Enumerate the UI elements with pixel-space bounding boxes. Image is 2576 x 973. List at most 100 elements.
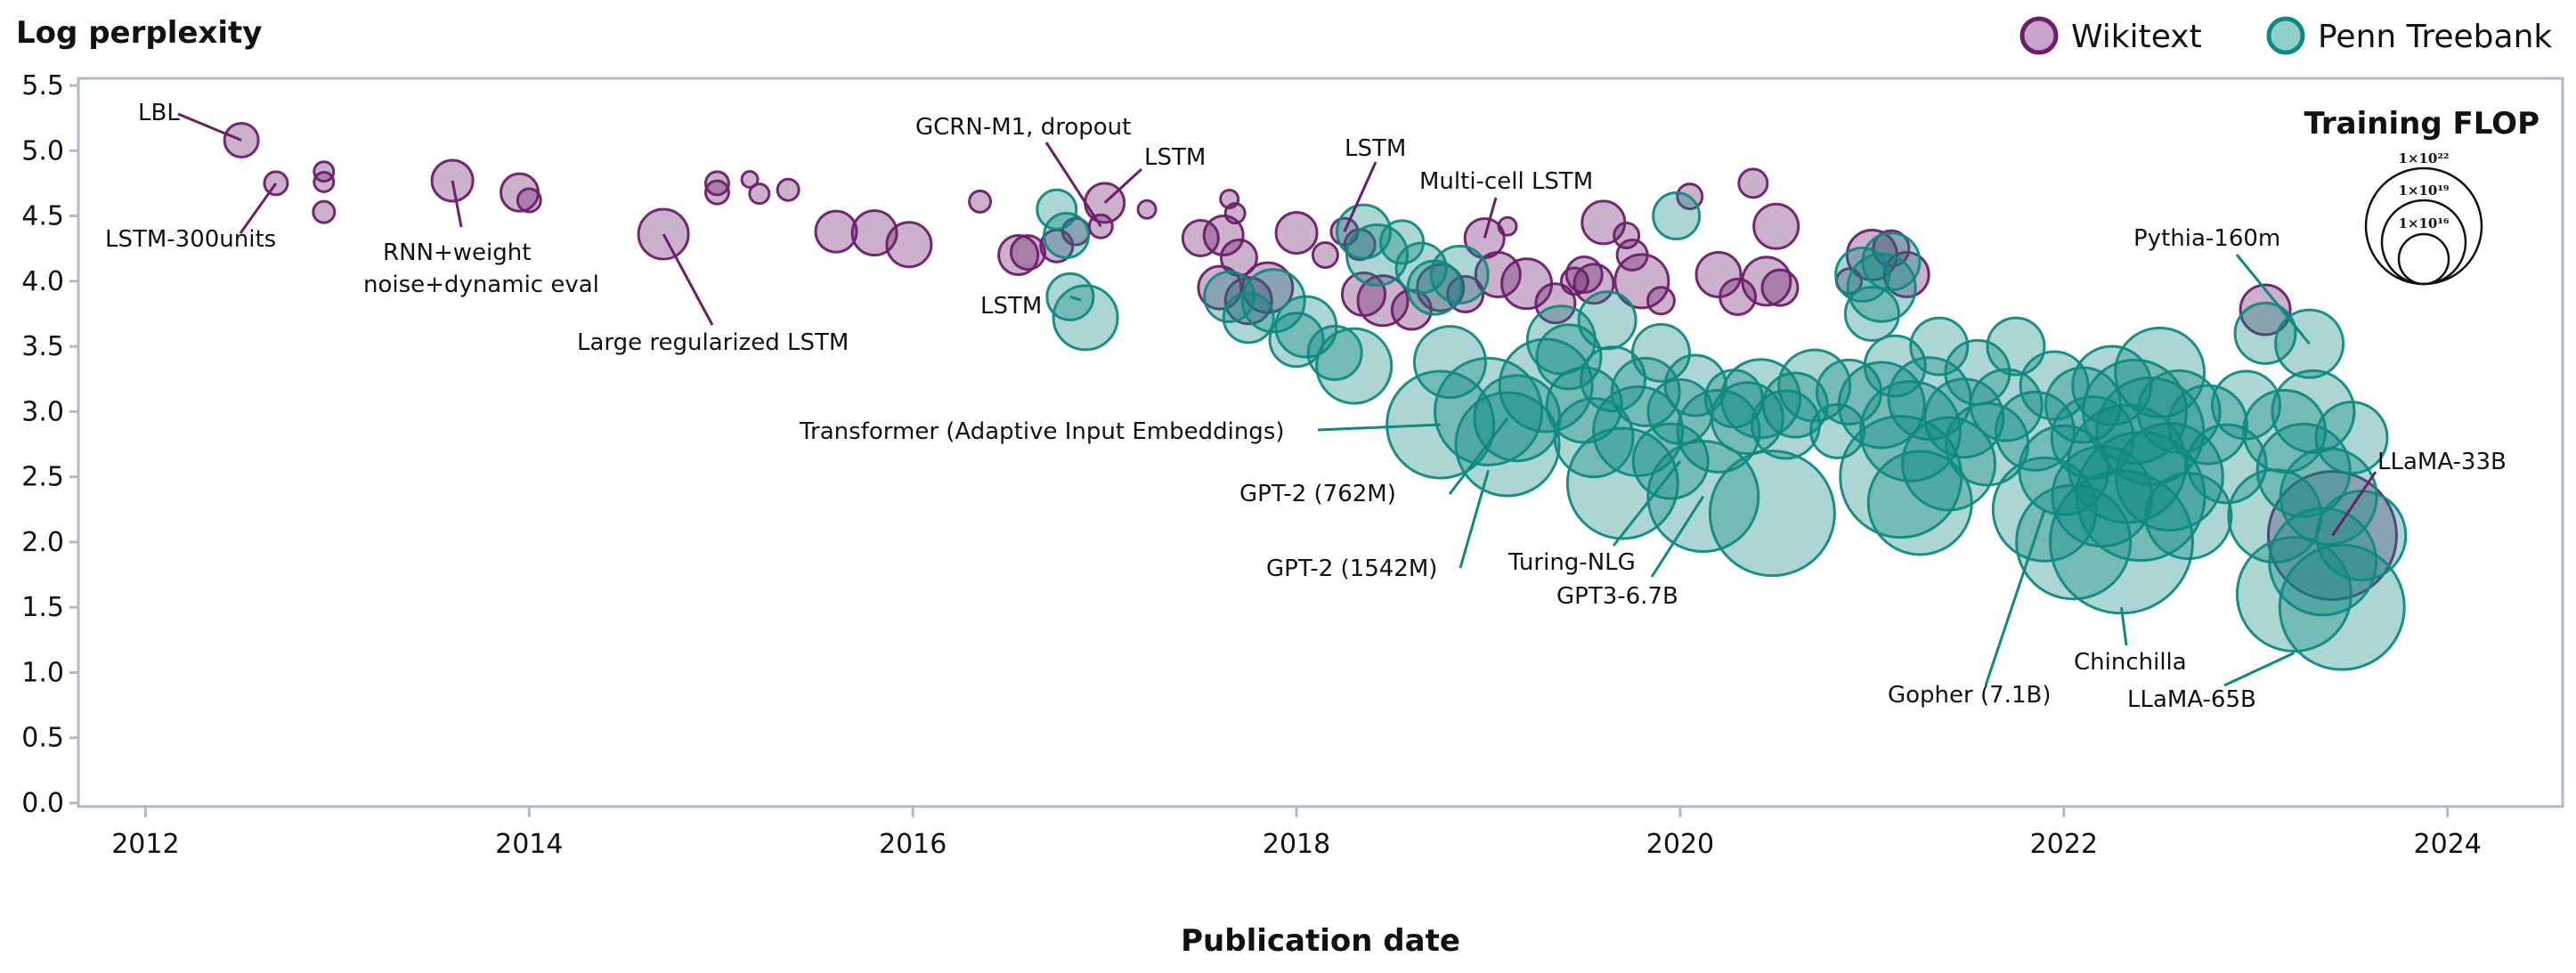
annotation-label: RNN+weight — [383, 239, 531, 266]
data-point — [1630, 322, 1691, 383]
annotation-leader — [1103, 167, 1143, 204]
y-tick-label: 1.0 — [21, 657, 64, 688]
annotation-leader — [662, 233, 714, 326]
data-point — [1434, 356, 1544, 466]
annotation-label: GCRN-M1, dropout — [915, 114, 1131, 141]
data-point — [2271, 369, 2356, 454]
data-point — [1009, 234, 1046, 272]
x-axis-title: Publication date — [1181, 923, 1460, 959]
legend-marker-penn-treebank — [2266, 16, 2305, 55]
data-point — [1708, 450, 1836, 578]
y-tick-label: 4.0 — [21, 266, 64, 297]
data-point — [1652, 191, 1702, 241]
data-point — [1752, 202, 1800, 250]
x-tick-label: 2024 — [2414, 829, 2482, 860]
annotation-leader — [1069, 295, 1082, 302]
data-point — [1882, 250, 1930, 298]
data-point — [1223, 202, 1247, 225]
data-point — [1646, 286, 1676, 316]
plot-frame — [77, 77, 2564, 808]
annotation-label: GPT-2 (1542M) — [1266, 555, 1437, 582]
annotation-label: LLaMA-65B — [2127, 686, 2256, 713]
legend-label-wikitext: Wikitext — [2071, 19, 2202, 55]
annotation-leader — [1044, 142, 1102, 228]
annotation-label: Chinchilla — [2074, 649, 2187, 676]
data-point — [1268, 312, 1325, 369]
data-point — [1760, 268, 1800, 307]
data-point — [1043, 212, 1091, 260]
data-point — [1901, 416, 1997, 512]
x-tick-label: 2018 — [1263, 829, 1330, 860]
y-tick-label: 5.0 — [21, 135, 64, 166]
data-point — [1613, 253, 1670, 310]
data-point — [313, 170, 336, 193]
y-tick-label: 1.5 — [21, 592, 64, 623]
annotation-leader — [1650, 495, 1705, 578]
y-tick-label: 3.0 — [21, 396, 64, 427]
annotation-leader — [451, 180, 463, 228]
annotation-leader — [177, 112, 242, 142]
size-legend-title: Training FLOP — [2304, 106, 2539, 142]
data-point — [1454, 391, 1561, 498]
data-point — [1861, 231, 1922, 292]
data-point — [1535, 323, 1603, 391]
data-point — [703, 179, 730, 206]
annotation-leader — [2331, 471, 2377, 537]
annotation-label: Turing-NLG — [1507, 549, 1636, 576]
size-legend-circle-small — [2397, 232, 2450, 286]
data-point — [1356, 274, 1410, 328]
annotation-leader — [2119, 606, 2128, 646]
data-point — [2082, 358, 2189, 465]
annotation-label: LSTM-300units — [105, 226, 276, 253]
annotation-label: Pythia-160m — [2133, 225, 2280, 252]
size-legend-label: 1×10¹⁶ — [2398, 215, 2449, 231]
y-tick-label: 0.5 — [21, 723, 64, 754]
data-point — [740, 170, 760, 190]
data-point — [997, 234, 1040, 277]
size-legend-label: 1×10²² — [2398, 150, 2449, 166]
data-point — [1416, 263, 1466, 312]
data-point — [1534, 282, 1577, 325]
annotation-label: Large regularized LSTM — [577, 329, 849, 356]
data-point — [2235, 536, 2353, 653]
y-tick-label: 2.0 — [21, 527, 64, 558]
annotation-label: LLaMA-33B — [2377, 449, 2507, 475]
data-point — [814, 209, 858, 254]
data-point — [1572, 263, 1615, 305]
annotation-leader — [239, 182, 278, 234]
annotation-leader — [2223, 652, 2296, 687]
data-point — [1923, 377, 2005, 459]
annotation-leader — [1343, 161, 1377, 232]
annotation-leader — [1612, 460, 1682, 547]
data-point — [1181, 218, 1220, 257]
data-point — [2314, 401, 2389, 475]
data-point — [2278, 543, 2406, 671]
annotation-leader — [1448, 417, 1509, 495]
annotation-label: Transformer (Adaptive Input Embeddings) — [799, 418, 1285, 445]
data-point — [2233, 301, 2297, 365]
annotation-label: LSTM — [1345, 135, 1406, 162]
data-point — [1710, 381, 1784, 456]
data-point — [1036, 188, 1078, 231]
y-tick-label: 5.5 — [21, 70, 64, 101]
data-point — [1219, 238, 1258, 277]
data-point — [1203, 270, 1256, 323]
data-point — [1311, 241, 1339, 270]
data-point — [1843, 285, 1900, 342]
data-point — [1777, 348, 1852, 423]
y-axis: 0.0 0.5 1.0 1.5 2.0 2.5 3.0 3.5 4.0 4.5 5.0 5.5 — [21, 70, 78, 819]
x-tick-label: 2014 — [495, 829, 563, 860]
data-point — [1345, 223, 1410, 288]
data-point — [1429, 244, 1490, 304]
data-point — [1315, 327, 1394, 405]
annotation-leader — [1317, 423, 1441, 432]
annotation-label: LSTM — [980, 293, 1042, 320]
size-legend-label: 1×10¹⁹ — [2398, 182, 2449, 199]
y-axis-title: Log perplexity — [16, 15, 262, 51]
annotation-leader — [1459, 469, 1490, 569]
data-point — [1610, 356, 1681, 427]
data-point — [2315, 490, 2408, 582]
x-tick-label: 2022 — [2030, 829, 2098, 860]
data-point — [1052, 284, 1119, 352]
